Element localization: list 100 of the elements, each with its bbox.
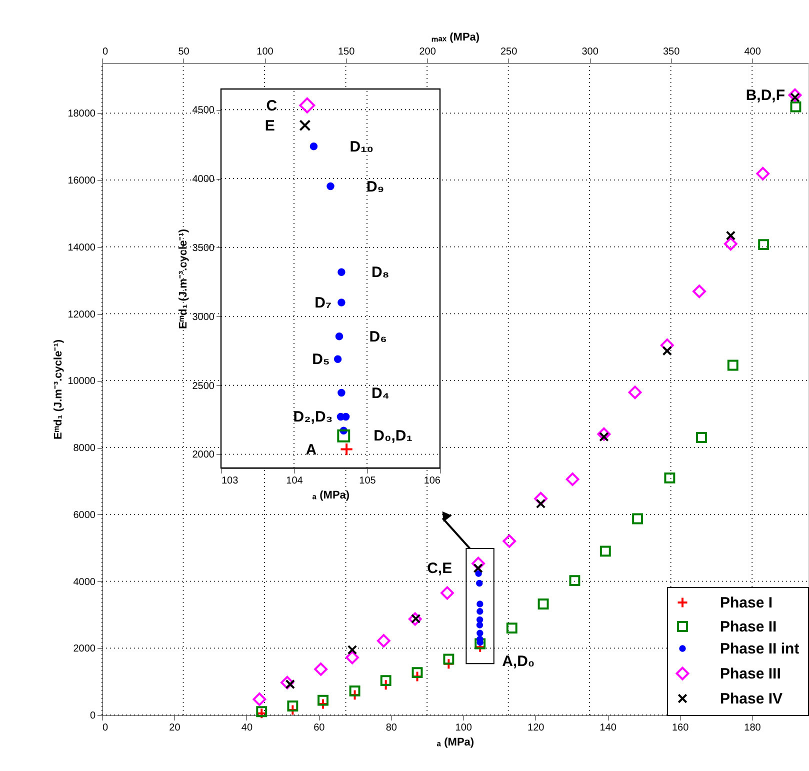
point [756, 166, 770, 180]
x2-tick-label: 150 [338, 46, 356, 58]
point [476, 616, 484, 624]
point [724, 237, 738, 251]
point [600, 546, 611, 557]
point [692, 284, 706, 298]
x-tick-label: 40 [241, 722, 253, 734]
annotation: C [266, 97, 278, 114]
point [376, 634, 390, 648]
legend-label: Phase II int [720, 640, 800, 658]
point [662, 346, 672, 356]
x2-tick-label: 400 [744, 46, 762, 58]
x-tick-label: 103 [222, 476, 239, 486]
point [476, 636, 484, 642]
y-tick-label: 4500 [192, 105, 215, 116]
point [443, 654, 454, 665]
point [534, 492, 548, 506]
y-axis-title: Eᵐd₁ (J.m⁻³.cycle⁻¹) [177, 228, 190, 330]
annotation: D₂,D₃ [293, 408, 333, 426]
point [566, 472, 580, 486]
point [476, 630, 484, 636]
x-tick-label: 104 [286, 476, 304, 486]
x-tick-label: 100 [455, 722, 472, 734]
point [727, 360, 738, 371]
point [664, 472, 676, 484]
point [412, 667, 423, 678]
legend-label: Phase III [720, 666, 781, 682]
x-tick-label: 120 [528, 722, 545, 734]
x2-axis-title: ₘₐₓ (MPa) [431, 32, 480, 44]
point [474, 638, 486, 650]
point [476, 600, 484, 608]
y-tick-label: 18000 [68, 108, 96, 120]
point [502, 534, 516, 548]
point [280, 676, 294, 690]
point [349, 685, 360, 696]
point [442, 658, 454, 670]
x-axis-title: ₐ (MPa) [436, 736, 474, 748]
annotation: D₄ [371, 384, 390, 402]
y-tick-label: 4000 [73, 576, 96, 588]
point [408, 612, 422, 626]
point [696, 432, 707, 443]
y-tick-label: 2000 [192, 450, 215, 461]
y-tick-label: 4000 [192, 174, 215, 186]
x-tick-label: 180 [744, 722, 762, 734]
point [790, 101, 802, 112]
y-tick-label: 0 [90, 710, 96, 722]
point [506, 622, 518, 634]
legend-label: Phase IV [720, 690, 783, 708]
point [287, 700, 298, 712]
annotation: D₈ [371, 264, 390, 282]
point [440, 586, 454, 600]
point [314, 662, 328, 676]
point [472, 556, 485, 570]
x2-tick-label: 0 [102, 46, 108, 58]
point [318, 694, 328, 706]
annotation: A,D₀ [502, 653, 535, 670]
annotation: D₁₀ [350, 138, 374, 156]
y-tick-label: 10000 [68, 376, 96, 388]
y-tick-label: 3500 [192, 242, 215, 254]
x2-tick-label: 250 [500, 46, 518, 58]
y-tick-label: 6000 [73, 510, 96, 521]
legend-label: Phase I [720, 594, 773, 612]
y-axis-title: Eᵐd₁ (J.m⁻³.cycle⁻¹) [52, 339, 65, 440]
point [758, 239, 770, 250]
point [628, 386, 642, 400]
annotation: D₅ [312, 351, 330, 368]
y-tick-label: 2500 [192, 380, 215, 392]
annotation: B,D,F [746, 87, 785, 104]
annotation: D₆ [369, 328, 387, 346]
y-tick-label: 2000 [73, 644, 96, 655]
point [476, 580, 483, 587]
x2-tick-label: 50 [178, 46, 190, 58]
point [476, 608, 484, 615]
x2-tick-label: 200 [419, 46, 436, 58]
annotation: C,E [427, 560, 452, 578]
point [569, 575, 580, 586]
point [597, 427, 611, 441]
y-tick-label: 14000 [68, 242, 96, 254]
point [380, 675, 392, 686]
y-tick-label: 16000 [68, 176, 96, 187]
x-tick-label: 140 [600, 722, 617, 734]
x-tick-label: 160 [672, 722, 690, 734]
x-tick-label: 20 [169, 722, 181, 734]
annotation: D₀,D₁ [374, 428, 412, 445]
point [252, 692, 266, 706]
y-tick-label: 8000 [73, 443, 96, 454]
y-tick-label: 3000 [192, 312, 215, 323]
annotation: D₉ [366, 178, 384, 196]
x-tick-label: 80 [386, 722, 398, 734]
legend-label: Phase II [720, 618, 777, 636]
x-axis-title: ₐ (MPa) [312, 490, 350, 502]
x2-tick-label: 300 [582, 46, 599, 58]
x2-tick-label: 100 [256, 46, 274, 58]
point [538, 598, 549, 610]
x-tick-label: 60 [314, 722, 326, 734]
point [632, 513, 644, 524]
point [788, 88, 802, 102]
y-tick-label: 12000 [68, 309, 96, 320]
x-tick-label: 106 [424, 476, 441, 486]
x-tick-label: 0 [102, 722, 108, 734]
